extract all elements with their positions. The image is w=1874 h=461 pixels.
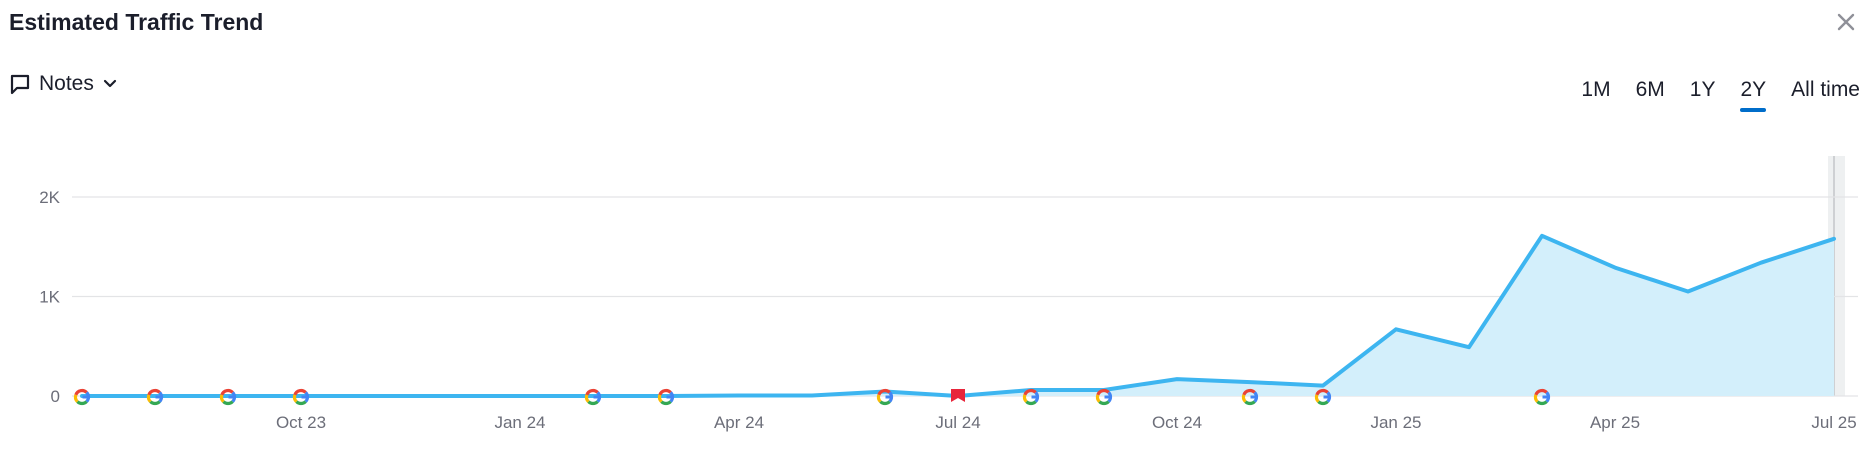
note-flag-icon xyxy=(951,389,965,402)
x-tick-label: Oct 24 xyxy=(1152,413,1202,432)
page-title: Estimated Traffic Trend xyxy=(9,9,264,35)
tab-1m[interactable]: 1M xyxy=(1581,78,1611,101)
google-update-icon xyxy=(657,388,675,406)
notes-dropdown[interactable]: Notes xyxy=(9,72,118,96)
google-update-icon xyxy=(219,388,237,406)
close-icon xyxy=(1837,13,1855,31)
x-tick-label: Oct 23 xyxy=(276,413,326,432)
close-button[interactable] xyxy=(1832,8,1860,36)
y-tick-label: 0 xyxy=(51,387,60,406)
y-tick-label: 2K xyxy=(39,188,60,207)
tab-all-time[interactable]: All time xyxy=(1791,78,1860,101)
traffic-area xyxy=(82,235,1834,396)
x-tick-label: Jul 25 xyxy=(1811,413,1856,432)
traffic-chart: 0 1K 2K Oct 23 Jan 24 Apr 24 Jul 24 Oct 24 Jan 2… xyxy=(39,156,1858,432)
google-update-icon xyxy=(1022,388,1040,406)
x-tick-label: Apr 25 xyxy=(1590,413,1640,432)
chevron-down-icon xyxy=(103,79,116,88)
google-update-icon xyxy=(73,388,91,406)
google-update-icon xyxy=(584,388,602,406)
x-tick-label: Jul 24 xyxy=(935,413,980,432)
y-tick-label: 1K xyxy=(39,288,60,307)
tab-2y[interactable]: 2Y xyxy=(1740,78,1766,112)
comment-icon xyxy=(10,74,30,95)
google-update-icon xyxy=(1314,388,1332,406)
tab-1y[interactable]: 1Y xyxy=(1689,78,1716,101)
x-tick-label: Apr 24 xyxy=(714,413,764,432)
google-update-icon xyxy=(292,388,310,406)
google-update-icon xyxy=(1241,388,1259,406)
x-tick-label: Jan 24 xyxy=(494,413,545,432)
time-range-tabs: 1M 6M 1Y 2Y All time xyxy=(1581,78,1860,112)
google-update-icon xyxy=(1533,388,1551,406)
tab-6m[interactable]: 6M xyxy=(1635,78,1665,101)
google-update-icon xyxy=(1095,388,1113,406)
google-update-icon xyxy=(146,388,164,406)
x-tick-label: Jan 25 xyxy=(1370,413,1421,432)
notes-label: Notes xyxy=(39,72,94,95)
google-update-icon xyxy=(876,388,894,406)
